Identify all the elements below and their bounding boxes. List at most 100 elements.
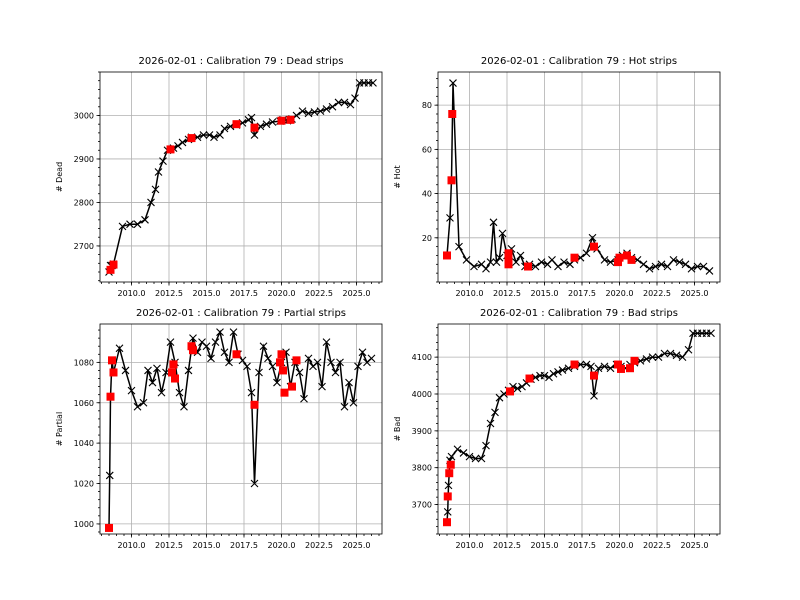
- data-point: [127, 386, 136, 395]
- data-point: [590, 391, 598, 400]
- data-point: [262, 120, 271, 129]
- data-point: [531, 262, 540, 271]
- data-point: [465, 452, 474, 461]
- data-point: [250, 131, 259, 139]
- highlight-point: [108, 356, 116, 365]
- data-point: [477, 454, 486, 463]
- data-point: [340, 98, 349, 107]
- data-point: [298, 107, 307, 116]
- x-tick-label: 2015.0: [193, 289, 221, 298]
- data-point: [470, 262, 478, 271]
- data-point: [174, 142, 182, 150]
- data-point: [216, 328, 224, 336]
- x-tick-label: 2017.5: [568, 541, 596, 550]
- data-point: [322, 105, 331, 113]
- data-point: [588, 233, 597, 242]
- x-tick-label: 2025.0: [681, 541, 709, 550]
- highlight-point: [277, 116, 286, 125]
- data-point: [495, 393, 504, 402]
- data-point: [549, 369, 558, 378]
- data-point: [545, 373, 553, 382]
- data-point: [516, 251, 525, 260]
- data-point: [660, 349, 669, 358]
- data-point: [540, 371, 549, 380]
- data-point: [699, 262, 708, 271]
- data-point: [144, 366, 152, 375]
- data-point: [211, 338, 220, 347]
- highlight-point: [617, 364, 625, 373]
- y-tick-label: 4100: [412, 353, 432, 362]
- data-point: [316, 107, 325, 116]
- data-point: [340, 402, 349, 411]
- data-point: [202, 342, 211, 351]
- subplot-bad-strips: 2026-02-01 : Calibration 79 : Bad strips…: [393, 308, 721, 550]
- highlight-point: [630, 356, 639, 365]
- subplot-dead-strips: 2026-02-01 : Calibration 79 : Dead strip…: [55, 56, 383, 298]
- data-point: [498, 229, 507, 238]
- subplot-title: 2026-02-01 : Calibration 79 : Hot strips: [481, 56, 677, 67]
- data-point: [210, 133, 218, 142]
- highlight-point: [443, 518, 451, 527]
- data-point: [587, 362, 595, 371]
- data-point: [322, 338, 331, 347]
- x-tick-label: 2022.5: [305, 541, 333, 550]
- y-tick-label: 2700: [74, 242, 94, 251]
- data-point: [554, 262, 562, 271]
- highlight-point: [171, 374, 179, 383]
- highlight-point: [250, 123, 259, 132]
- x-tick-label: 2010.0: [456, 289, 484, 298]
- grid: [100, 324, 382, 534]
- x-tick-label: 2017.5: [568, 289, 596, 298]
- x-tick-label: 2022.5: [643, 289, 671, 298]
- data-point: [687, 264, 696, 273]
- data-point: [518, 382, 526, 391]
- y-tick-label: 40: [422, 190, 432, 199]
- y-tick-label: 3800: [412, 464, 432, 473]
- data-point: [220, 124, 229, 133]
- data-point: [133, 402, 142, 411]
- y-tick-label: 80: [422, 101, 432, 110]
- highlight-point: [105, 523, 113, 532]
- y-tick-label: 1040: [74, 439, 94, 448]
- y-tick-label: 3900: [412, 427, 432, 436]
- data-point: [259, 342, 268, 351]
- data-point: [154, 168, 163, 176]
- data-point: [666, 349, 675, 358]
- data-point: [115, 344, 124, 353]
- x-tick-label: 2022.5: [643, 541, 671, 550]
- data-point: [491, 408, 499, 417]
- highlight-point: [109, 260, 118, 269]
- x-tick-label: 2017.5: [230, 289, 258, 298]
- highlight-point: [627, 255, 636, 264]
- data-point: [304, 109, 313, 118]
- data-point: [304, 354, 313, 363]
- data-point: [328, 102, 337, 111]
- data-point: [443, 508, 452, 516]
- data-point: [447, 452, 456, 461]
- data-point: [268, 362, 277, 371]
- data-point: [121, 366, 130, 375]
- data-point: [482, 441, 490, 450]
- data-point: [141, 215, 149, 224]
- highlight-point: [504, 260, 513, 269]
- x-tick-label: 2020.0: [268, 289, 296, 298]
- x-tick-label: 2012.5: [155, 289, 183, 298]
- highlight-point: [169, 360, 178, 369]
- x-tick-label: 2015.0: [193, 541, 221, 550]
- highlight-point: [446, 460, 455, 469]
- axes-frame: [99, 323, 383, 535]
- data-point: [489, 218, 498, 227]
- data-point: [331, 368, 340, 377]
- x-tick-label: 2020.0: [606, 541, 634, 550]
- data-point: [678, 353, 687, 362]
- data-point: [250, 479, 259, 488]
- data-point: [554, 368, 562, 376]
- x-tick-label: 2020.0: [606, 289, 634, 298]
- subplot-hot-strips: 2026-02-01 : Calibration 79 : Hot strips…: [393, 56, 721, 298]
- y-tick-label: 1000: [74, 520, 94, 529]
- subplot-partial-strips: 2026-02-01 : Calibration 79 : Partial st…: [55, 308, 383, 550]
- x-tick-label: 2020.0: [268, 541, 296, 550]
- y-tick-label: 60: [422, 145, 432, 154]
- highlight-point: [166, 145, 175, 154]
